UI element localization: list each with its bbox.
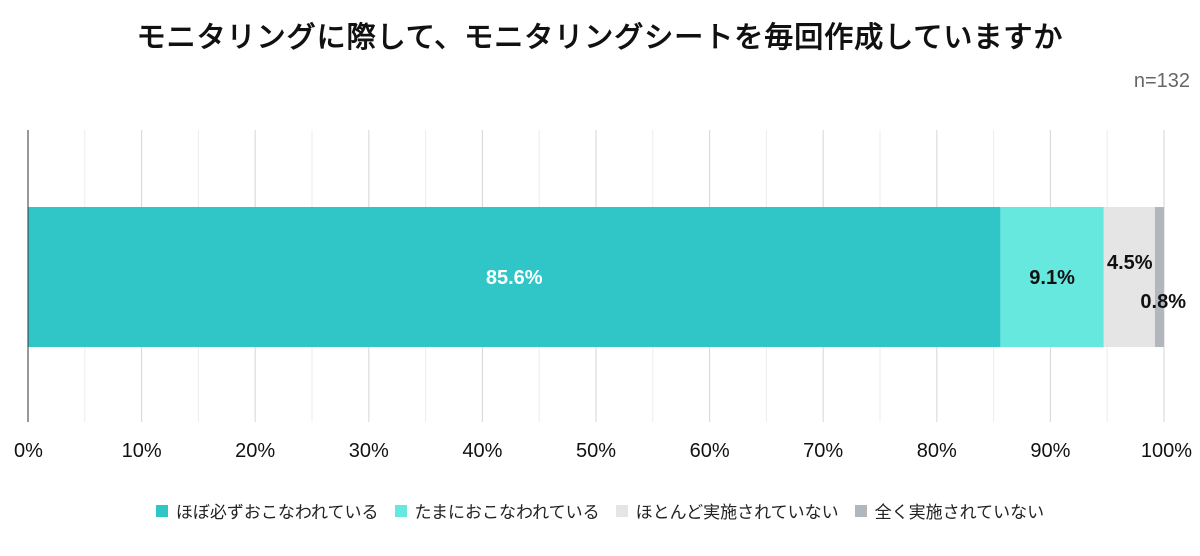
legend-swatch [394,504,407,517]
data-label-3: 4.5% [1107,252,1153,274]
x-tick-label: 80% [917,440,957,462]
x-axis: 0% 10% 20% 30% 40% 50% 60% 70% 80% 90% 100% [14,130,1192,462]
legend-item-1: ほぼ必ずおこなわれている [155,498,379,523]
x-tick-label: 0% [14,440,43,462]
legend-label: ほとんど実施されていない [635,503,839,523]
data-label-4: 0.8% [1140,291,1186,313]
bar-segment-1 [28,207,1001,347]
data-label-1: 85.6% [486,267,543,289]
x-tick-label: 20% [235,440,275,462]
legend-swatch [615,504,628,517]
x-tick-label: 40% [462,440,502,462]
x-tick-label: 10% [122,440,162,462]
legend-item-3: ほとんど実施されていない [615,498,839,523]
bar-segment-4 [1154,207,1164,347]
x-tick-label: 90% [1030,440,1070,462]
legend-item-4: 全く実施されていない [854,498,1045,523]
x-tick-label: 50% [576,440,616,462]
legend: ほぼ必ずおこなわれている たまにおこなわれている ほとんど実施されていない 全く実施さ… [0,498,1200,523]
legend-label: 全く実施されていない [874,503,1045,523]
bar-segment-2 [1000,207,1104,347]
legend-label: たまにおこなわれている [414,503,600,523]
stacked-bar-chart: 0% 10% 20% 30% 40% 50% 60% 70% 80% 90% 100% 85.6% 9… [14,130,1192,462]
legend-label: ほぼ必ずおこなわれている [175,503,379,523]
sample-size-note: n=132 [1133,70,1190,92]
legend-swatch [854,504,867,517]
bar-segments [28,207,1164,347]
chart-title: モニタリングに際して、モニタリングシートを毎回作成していますか [136,20,1064,54]
data-label-2: 9.1% [1029,267,1075,289]
x-tick-label: 70% [803,440,843,462]
x-tick-label: 100% [1141,440,1192,462]
data-labels: 85.6% 9.1% 4.5% 0.8% [486,252,1186,313]
legend-swatch [155,504,168,517]
x-tick-label: 60% [690,440,730,462]
bar-segment-3 [1103,207,1155,347]
legend-item-2: たまにおこなわれている [394,498,600,523]
x-tick-label: 30% [349,440,389,462]
